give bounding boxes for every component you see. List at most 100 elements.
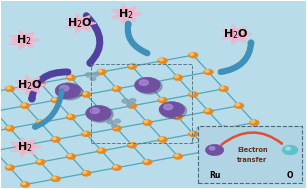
Circle shape: [107, 120, 114, 124]
Circle shape: [5, 86, 15, 92]
Circle shape: [134, 77, 160, 93]
Circle shape: [114, 87, 117, 89]
Circle shape: [158, 58, 168, 64]
Polygon shape: [9, 31, 40, 50]
Text: H$_2$: H$_2$: [16, 33, 31, 47]
Circle shape: [68, 75, 71, 78]
Circle shape: [98, 109, 102, 112]
Circle shape: [127, 63, 137, 69]
Polygon shape: [15, 76, 46, 95]
Circle shape: [159, 102, 185, 117]
Circle shape: [97, 148, 107, 154]
Circle shape: [52, 137, 56, 140]
Circle shape: [37, 120, 41, 123]
Circle shape: [51, 136, 60, 143]
Circle shape: [250, 120, 259, 126]
FancyBboxPatch shape: [198, 126, 302, 183]
Polygon shape: [112, 4, 142, 23]
Circle shape: [236, 143, 239, 145]
Circle shape: [112, 125, 122, 131]
Circle shape: [98, 70, 102, 72]
Circle shape: [115, 119, 120, 123]
Circle shape: [52, 98, 56, 100]
Circle shape: [60, 85, 69, 91]
Circle shape: [6, 166, 10, 168]
Circle shape: [22, 143, 25, 145]
Circle shape: [144, 160, 148, 162]
Circle shape: [286, 147, 290, 150]
Circle shape: [209, 147, 215, 150]
Circle shape: [122, 99, 129, 103]
Circle shape: [127, 103, 132, 107]
Circle shape: [68, 115, 71, 117]
Circle shape: [6, 87, 10, 89]
Circle shape: [251, 120, 255, 123]
Circle shape: [66, 75, 76, 81]
Circle shape: [158, 136, 168, 143]
Circle shape: [55, 83, 81, 99]
Circle shape: [188, 52, 198, 58]
Circle shape: [142, 120, 152, 126]
Polygon shape: [66, 14, 96, 33]
Circle shape: [139, 80, 148, 85]
Circle shape: [37, 81, 41, 83]
Circle shape: [144, 81, 148, 83]
Circle shape: [190, 92, 194, 94]
Circle shape: [164, 104, 173, 110]
Circle shape: [22, 182, 25, 185]
Circle shape: [129, 104, 133, 106]
Circle shape: [234, 103, 244, 109]
Circle shape: [282, 145, 298, 155]
Polygon shape: [11, 138, 41, 156]
Circle shape: [36, 159, 45, 165]
Circle shape: [90, 108, 99, 114]
Circle shape: [161, 103, 187, 119]
Circle shape: [175, 115, 178, 117]
Circle shape: [52, 177, 56, 179]
Circle shape: [173, 153, 183, 159]
Circle shape: [265, 136, 274, 143]
Circle shape: [205, 149, 209, 151]
Text: H$_2$O: H$_2$O: [223, 28, 249, 41]
Circle shape: [93, 72, 99, 76]
Circle shape: [190, 132, 194, 134]
Circle shape: [205, 144, 224, 156]
Circle shape: [87, 107, 113, 122]
Circle shape: [20, 142, 30, 148]
Circle shape: [112, 124, 117, 127]
Circle shape: [112, 86, 122, 92]
Circle shape: [5, 125, 15, 131]
Circle shape: [90, 77, 96, 81]
Circle shape: [220, 126, 224, 128]
Circle shape: [20, 103, 30, 109]
Circle shape: [85, 73, 92, 77]
Circle shape: [20, 182, 30, 187]
Text: H$_2$O: H$_2$O: [67, 16, 93, 30]
Polygon shape: [112, 4, 142, 23]
Circle shape: [205, 70, 209, 72]
Circle shape: [51, 97, 60, 103]
Circle shape: [205, 109, 209, 112]
Text: H$_2$: H$_2$: [17, 140, 33, 154]
Circle shape: [37, 160, 41, 162]
Circle shape: [83, 132, 87, 134]
Text: H$_2$O: H$_2$O: [17, 78, 42, 92]
Circle shape: [219, 86, 229, 92]
Circle shape: [175, 154, 178, 156]
Circle shape: [5, 165, 15, 171]
Circle shape: [81, 91, 91, 98]
Circle shape: [114, 166, 117, 168]
Circle shape: [81, 170, 91, 176]
Circle shape: [127, 103, 137, 109]
Circle shape: [173, 114, 183, 120]
Polygon shape: [15, 76, 46, 95]
Polygon shape: [222, 25, 252, 44]
Circle shape: [36, 80, 45, 86]
Circle shape: [66, 153, 76, 159]
Text: O: O: [287, 171, 293, 180]
Circle shape: [129, 64, 133, 67]
Circle shape: [114, 126, 117, 128]
Circle shape: [57, 84, 83, 100]
Circle shape: [158, 97, 168, 103]
Text: Electron: Electron: [237, 147, 268, 153]
